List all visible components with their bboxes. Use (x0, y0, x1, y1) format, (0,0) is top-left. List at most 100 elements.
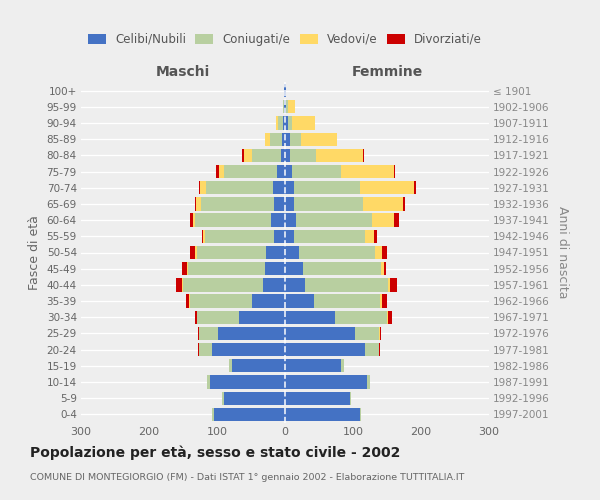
Bar (388, 310, 392, 324)
Bar (285, 84, 286, 97)
Bar (285, 132, 290, 146)
Bar (341, 165, 394, 178)
Bar (361, 181, 413, 194)
Bar (299, 246, 375, 259)
Bar (282, 132, 285, 146)
Bar (200, 181, 206, 194)
Bar (278, 116, 283, 130)
Bar (203, 230, 205, 243)
Bar (285, 408, 360, 421)
Bar (265, 262, 285, 276)
Bar (382, 246, 387, 259)
Text: Maschi: Maschi (156, 66, 210, 80)
Bar (341, 359, 344, 372)
Bar (188, 262, 265, 276)
Bar (292, 116, 315, 130)
Bar (199, 343, 212, 356)
Bar (285, 214, 296, 227)
Bar (270, 132, 282, 146)
Bar (288, 100, 295, 114)
Bar (355, 327, 379, 340)
Bar (212, 408, 214, 421)
Bar (206, 181, 273, 194)
Text: Femmine: Femmine (352, 66, 422, 80)
Bar (391, 278, 397, 291)
Bar (223, 392, 224, 405)
Text: Popolazione per età, sesso e stato civile - 2002: Popolazione per età, sesso e stato civil… (30, 445, 400, 460)
Bar (197, 310, 239, 324)
Bar (199, 327, 218, 340)
Bar (199, 181, 200, 194)
Bar (285, 294, 314, 308)
Bar (375, 246, 382, 259)
Bar (286, 100, 288, 114)
Bar (194, 198, 196, 210)
Bar (285, 310, 335, 324)
Bar (379, 327, 380, 340)
Bar (314, 294, 380, 308)
Bar (285, 278, 305, 291)
Bar (276, 116, 278, 130)
Legend: Celibi/Nubili, Coniugati/e, Vedovi/e, Divorziati/e: Celibi/Nubili, Coniugati/e, Vedovi/e, Di… (85, 30, 485, 48)
Bar (198, 343, 199, 356)
Bar (218, 327, 285, 340)
Bar (285, 198, 294, 210)
Bar (214, 408, 285, 421)
Bar (187, 262, 188, 276)
Bar (365, 230, 374, 243)
Bar (195, 310, 197, 324)
Bar (290, 148, 316, 162)
Bar (290, 132, 301, 146)
Bar (281, 148, 285, 162)
Bar (202, 230, 203, 243)
Bar (224, 392, 285, 405)
Bar (212, 343, 285, 356)
Bar (301, 132, 337, 146)
Bar (263, 278, 285, 291)
Bar (403, 198, 406, 210)
Bar (380, 294, 382, 308)
Bar (190, 214, 193, 227)
Bar (394, 165, 395, 178)
Bar (413, 181, 416, 194)
Bar (195, 246, 197, 259)
Bar (365, 343, 379, 356)
Bar (285, 181, 294, 194)
Bar (382, 294, 387, 308)
Bar (305, 278, 388, 291)
Bar (379, 343, 380, 356)
Bar (271, 214, 285, 227)
Bar (383, 262, 386, 276)
Bar (190, 294, 253, 308)
Bar (207, 376, 210, 388)
Bar (284, 100, 285, 114)
Bar (367, 376, 370, 388)
Bar (285, 392, 350, 405)
Bar (294, 198, 363, 210)
Bar (219, 165, 224, 178)
Bar (266, 246, 285, 259)
Bar (195, 214, 271, 227)
Bar (277, 165, 285, 178)
Bar (197, 246, 266, 259)
Bar (285, 116, 288, 130)
Bar (200, 198, 274, 210)
Bar (176, 278, 182, 291)
Bar (394, 214, 399, 227)
Bar (182, 262, 187, 276)
Bar (217, 165, 219, 178)
Bar (285, 230, 294, 243)
Bar (189, 294, 190, 308)
Bar (285, 262, 302, 276)
Bar (190, 246, 195, 259)
Bar (362, 148, 364, 162)
Bar (196, 198, 200, 210)
Bar (285, 246, 299, 259)
Bar (242, 148, 244, 162)
Bar (283, 100, 284, 114)
Bar (265, 132, 270, 146)
Bar (239, 310, 285, 324)
Bar (229, 359, 232, 372)
Bar (388, 278, 391, 291)
Bar (374, 230, 377, 243)
